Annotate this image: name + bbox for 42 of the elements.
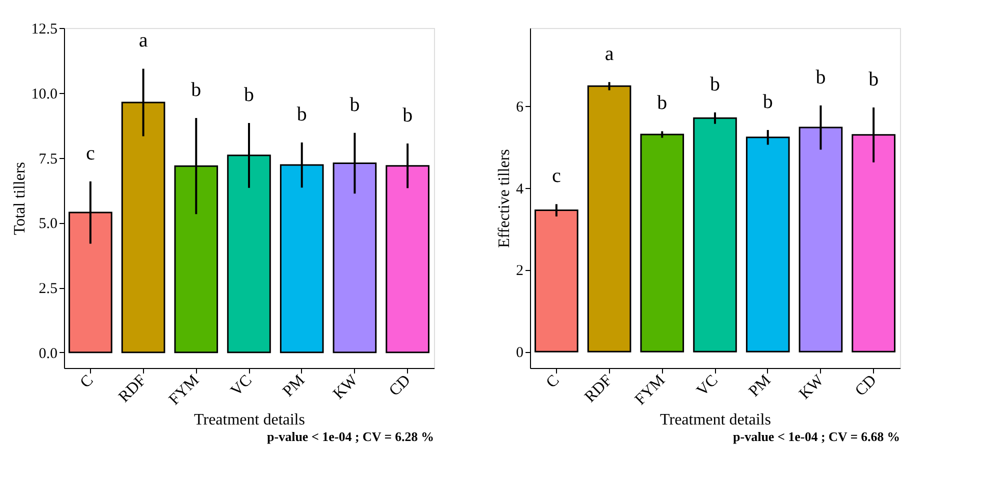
- y-tick-label: 5.0: [38, 216, 58, 232]
- y-tick-label: 2.5: [38, 281, 58, 298]
- x-tick-label: C: [543, 372, 563, 392]
- x-tick-label: PM: [746, 372, 774, 400]
- annotation: b: [762, 91, 773, 113]
- bar: [587, 85, 632, 352]
- bar: [640, 134, 684, 352]
- y-tick-label: 4: [516, 181, 524, 198]
- x-tick-label: KW: [796, 371, 828, 403]
- y-tick-label: 10.0: [31, 86, 58, 102]
- annotation: b: [657, 92, 668, 114]
- annotation: a: [604, 43, 614, 66]
- y-tick-label: 0.0: [38, 346, 58, 362]
- y-axis-title: Effective tillers: [496, 149, 513, 248]
- annotation: b: [191, 79, 202, 102]
- x-tick-label: CD: [386, 372, 414, 400]
- annotation: b: [402, 104, 413, 126]
- annotation: c: [86, 142, 95, 164]
- x-tick-label: KW: [330, 371, 362, 403]
- annotation: a: [138, 30, 148, 52]
- y-tick-label: 0: [516, 345, 524, 362]
- x-tick-label: PM: [280, 372, 308, 400]
- x-tick-label: CD: [852, 372, 880, 400]
- text: p-value < 1e-04 ; CV = 6.28 %: [267, 429, 434, 444]
- y-tick-label: 12.5: [31, 22, 58, 38]
- y-axis-title: Total tillers: [11, 162, 28, 236]
- text: p-value < 1e-04 ; CV = 6.68 %: [733, 429, 900, 444]
- y-tick-label: 2: [516, 263, 524, 280]
- x-axis-title: Treatment details: [660, 412, 771, 429]
- annotation: b: [296, 103, 307, 126]
- annotation: c: [552, 165, 561, 188]
- x-tick-label: C: [77, 372, 97, 392]
- x-axis-title: Treatment details: [194, 412, 305, 429]
- annotation: b: [350, 94, 360, 116]
- x-tick-label: VC: [228, 372, 256, 400]
- annotation: b: [244, 84, 254, 106]
- y-tick-label: 6: [516, 99, 524, 116]
- annotation: b: [710, 73, 720, 96]
- y-tick-label: 7.5: [38, 151, 58, 168]
- x-tick-label: VC: [694, 372, 722, 400]
- annotation: b: [868, 68, 879, 90]
- annotation: b: [816, 66, 826, 88]
